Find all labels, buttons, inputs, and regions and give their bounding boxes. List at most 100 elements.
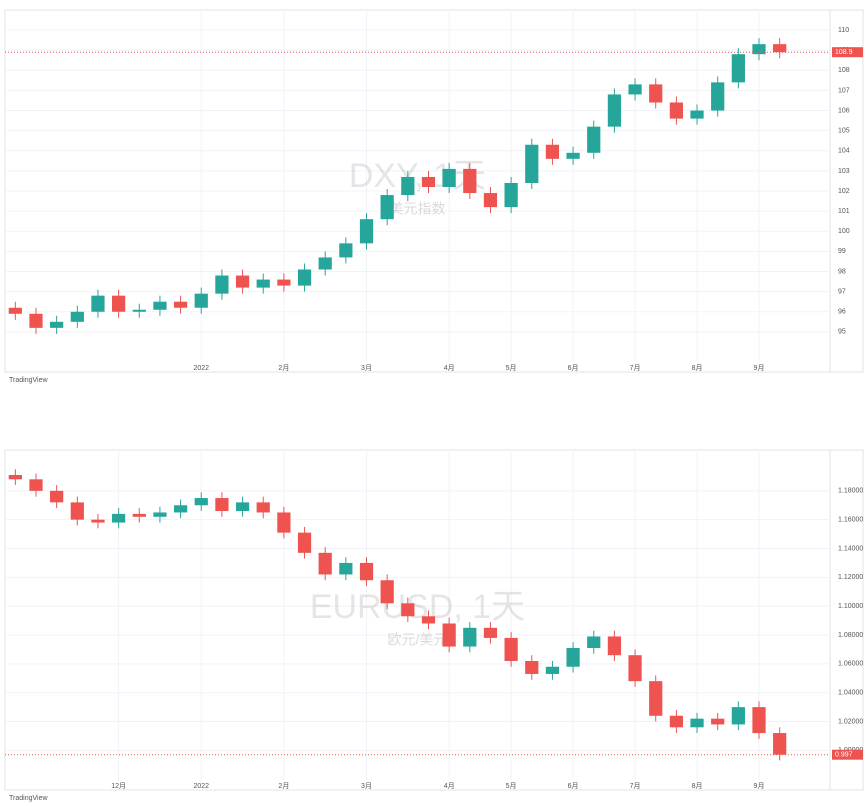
y-tick-label: 1.06000 [838,661,863,668]
candle-body [297,532,312,553]
candle-body [545,666,560,674]
candle-body [173,301,188,308]
candle-body [628,655,642,682]
source-label: TradingView [9,377,48,384]
candle-body [380,580,394,604]
candle-body [463,168,477,194]
y-tick-label: 1.12000 [838,574,863,581]
candle-body [8,474,22,480]
x-tick-label: 6月 [568,782,579,790]
candle-body [297,269,312,286]
candle-body [442,623,456,647]
y-tick-label: 1.14000 [838,545,863,552]
candle-body [587,126,601,153]
candle-body [29,479,43,491]
candle-body [153,512,167,517]
y-tick-label: 108 [838,67,850,74]
candle-body [194,293,208,308]
candle-body [91,519,105,523]
last-price-tag [832,749,863,760]
candle-body [173,505,188,513]
candle-body [525,144,539,183]
candle-body [277,512,291,533]
candle-body [566,152,580,159]
x-tick-label: 4月 [444,782,455,790]
candle-body [215,275,229,294]
candle-body [773,733,787,755]
y-tick-label: 1.16000 [838,517,863,524]
last-price-label: 0.997 [835,752,853,759]
y-tick-label: 102 [838,188,850,195]
candle-body [91,295,105,312]
candle-body [318,552,332,575]
y-tick-label: 96 [838,309,846,316]
candle-body [669,715,683,728]
candle-body [607,636,622,656]
y-tick-label: 1.04000 [838,690,863,697]
candle-body [215,498,229,512]
candle-body [359,562,374,581]
y-tick-label: 95 [838,329,846,336]
candle-body [256,279,270,288]
candle-body [8,307,22,314]
x-tick-label: 2月 [278,782,289,790]
candle-body [50,321,64,328]
candle-body [504,182,518,208]
y-tick-label: 110 [838,27,849,34]
x-tick-label: 9月 [754,782,765,790]
candle-body [773,44,787,53]
candle-body [153,301,167,310]
source-label: TradingView [9,795,48,802]
candle-body [256,502,270,513]
candle-body [711,82,725,111]
x-tick-label: 7月 [630,782,641,790]
candle-body [421,176,436,188]
y-tick-label: 100 [838,228,850,235]
candle-body [421,616,436,624]
y-tick-label: 1.10000 [838,603,863,610]
candle-body [566,648,580,667]
candle-body [731,707,745,725]
candle-body [401,603,415,617]
candle-body [112,295,126,312]
y-tick-label: 101 [838,208,850,215]
candle-body [525,660,539,674]
y-tick-label: 1.18000 [838,488,863,495]
candle-body [112,513,126,523]
y-tick-label: 97 [838,288,846,295]
candle-body [690,110,704,119]
plot-frame [4,449,864,791]
x-tick-label: 12月 [111,782,126,790]
y-tick-label: 106 [838,107,850,114]
y-tick-label: 1.08000 [838,632,863,639]
watermark-subtitle: 欧元/美元 [388,632,448,648]
candle-body [669,102,683,119]
candle-body [483,193,498,208]
candle-body [70,311,84,322]
x-tick-label: 4月 [444,364,455,372]
y-tick-label: 107 [838,87,850,94]
candle-body [29,313,43,328]
candle-body [731,54,745,83]
candle-body [442,168,456,188]
y-tick-label: 104 [838,148,850,155]
x-tick-label: 2月 [278,364,289,372]
candle-body [504,637,518,661]
candle-body [628,84,642,95]
x-tick-label: 2022 [193,783,209,790]
watermark-title: EURUSD, 1天 [310,588,525,626]
candle-body [359,219,374,244]
x-tick-label: 3月 [361,364,372,372]
candle-body [463,627,477,647]
x-tick-label: 3月 [361,782,372,790]
candle-body [235,275,250,288]
y-tick-label: 98 [838,268,846,275]
candle-body [380,195,394,220]
candle-body [339,562,353,575]
x-tick-label: 8月 [692,782,703,790]
candle-body [50,490,64,503]
y-tick-label: 103 [838,168,850,175]
candle-body [132,309,146,312]
candle-body [649,681,663,716]
